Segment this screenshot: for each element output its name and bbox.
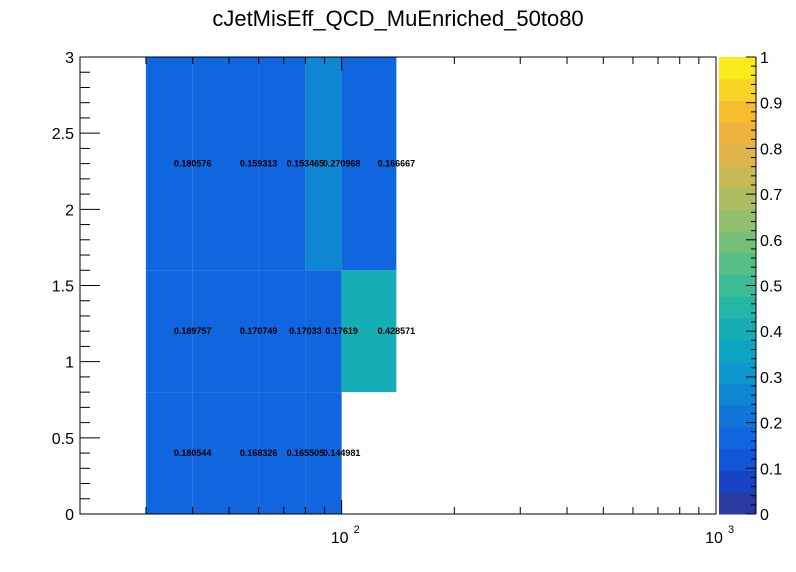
heatmap-cell: [192, 57, 259, 271]
colorbar-segment: [719, 78, 756, 102]
cell-value-label: 0.428571: [378, 326, 416, 336]
cell-value-label: 0.270968: [323, 159, 361, 169]
cell-value-label: 0.189757: [174, 326, 212, 336]
y-tick-label: 0: [65, 507, 74, 524]
colorbar-segment: [719, 339, 756, 363]
cell-value-label: 0.180544: [174, 448, 212, 458]
heatmap-cell: [305, 392, 342, 514]
colorbar-segment: [719, 144, 756, 167]
colorbar-segment: [719, 492, 756, 515]
colorbar-tick-label: 1: [760, 50, 769, 67]
y-tick-label: 1.5: [52, 279, 74, 296]
colorbar-tick-label: 0.5: [760, 279, 782, 296]
colorbar-segment: [719, 318, 756, 341]
colorbar-segment: [719, 383, 756, 406]
colorbar-segment: [719, 231, 756, 254]
colorbar-tick-label: 0.8: [760, 141, 782, 158]
colorbar-segment: [719, 100, 756, 123]
y-tick-label: 1: [65, 355, 74, 372]
x-tick-label: 10: [331, 530, 349, 547]
colorbar-tick-label: 0.7: [760, 187, 782, 204]
colorbar-segment: [719, 252, 756, 276]
cell-value-label: 0.168326: [240, 448, 278, 458]
colorbar-segment: [719, 274, 756, 297]
colorbar-segment: [719, 405, 756, 428]
heatmap-cell: [192, 270, 259, 393]
colorbar-segment: [719, 165, 756, 189]
heatmap-cell: [145, 270, 193, 393]
colorbar-segment: [719, 209, 756, 232]
colorbar: 0 0.1 0.2 0.3 0.4 0.5 0.6 0.7 0.8 0.9 1: [719, 50, 782, 524]
x-tick-exponent: 2: [354, 524, 360, 536]
cell-value-label: 0.165505: [287, 448, 325, 458]
heatmap-cell: [258, 392, 306, 514]
y-tick-label: 2.5: [52, 126, 74, 143]
y-tick-label: 2: [65, 202, 74, 219]
heatmap-cell: [258, 57, 306, 271]
cell-value-label: 0.166667: [378, 159, 416, 169]
colorbar-segment: [719, 470, 756, 493]
heatmap-cell: [341, 270, 397, 393]
colorbar-segment: [719, 122, 756, 145]
heatmap-cell: [258, 270, 306, 393]
heatmap-cell: [145, 57, 193, 271]
y-tick-label: 0.5: [52, 431, 74, 448]
colorbar-segment: [719, 296, 756, 319]
x-tick-label: 10: [705, 530, 723, 547]
cell-value-label: 0.159313: [240, 159, 278, 169]
colorbar-segment: [719, 426, 756, 450]
cell-value-label: 0.144981: [323, 448, 361, 458]
cell-value-label: 0.153465: [287, 159, 325, 169]
colorbar-segment: [719, 448, 756, 471]
colorbar-tick-label: 0.9: [760, 96, 782, 113]
x-tick-exponent: 3: [728, 524, 734, 536]
colorbar-tick-label: 0: [760, 507, 769, 524]
chart-title: cJetMisEff_QCD_MuEnriched_50to80: [212, 6, 584, 31]
cell-value-label: 0.17619: [325, 326, 358, 336]
colorbar-tick-label: 0.3: [760, 370, 782, 387]
y-tick-label: 3: [65, 50, 74, 67]
cell-value-label: 0.17033: [289, 326, 322, 336]
colorbar-tick-label: 0.6: [760, 233, 782, 250]
colorbar-tick-label: 0.2: [760, 416, 782, 433]
heatmap-cell: [305, 270, 342, 393]
heatmap-cell: [145, 392, 193, 514]
colorbar-segment: [719, 187, 756, 210]
heatmap-cell: [341, 57, 397, 271]
cell-value-label: 0.170749: [240, 326, 278, 336]
colorbar-tick-label: 0.1: [760, 461, 782, 478]
colorbar-segment: [719, 57, 756, 80]
heatmap-cell: [192, 392, 259, 514]
cell-value-label: 0.180576: [174, 159, 212, 169]
y-axis: 0 0.5 1 1.5 2 2.5 3: [52, 50, 100, 524]
heatmap-cell: [305, 57, 342, 271]
colorbar-tick-label: 0.4: [760, 324, 782, 341]
heatmap-cells: [145, 57, 397, 514]
colorbar-segment: [719, 361, 756, 384]
x-axis: 10 2 10 3: [79, 57, 734, 547]
